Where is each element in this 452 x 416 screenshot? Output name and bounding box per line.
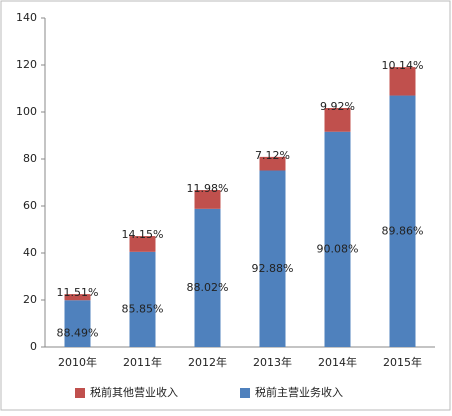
percent-label: 9.92%	[320, 100, 355, 113]
x-tick-label: 2013年	[253, 355, 292, 369]
bar-segment	[259, 170, 286, 347]
percent-label: 85.85%	[122, 302, 164, 315]
y-tick-label: 100	[16, 105, 37, 118]
x-tick-label: 2012年	[188, 355, 227, 369]
percent-label: 90.08%	[317, 242, 359, 255]
bar-segment	[324, 131, 351, 347]
bar-segment	[64, 294, 91, 301]
y-tick-label: 80	[23, 152, 37, 165]
y-tick-label: 120	[16, 58, 37, 71]
percent-label: 11.98%	[187, 182, 229, 195]
x-tick-label: 2011年	[123, 355, 162, 369]
x-tick-label: 2015年	[383, 355, 422, 369]
legend-swatch	[240, 388, 250, 398]
legend-label: 税前其他营业收入	[90, 385, 178, 399]
percent-label: 11.51%	[57, 286, 99, 299]
percent-label: 88.49%	[57, 327, 99, 340]
y-tick-label: 60	[23, 199, 37, 212]
bar-segment	[129, 236, 156, 252]
bar-segment	[324, 108, 351, 132]
bar-segment	[389, 67, 416, 96]
y-tick-label: 0	[30, 340, 37, 353]
x-tick-label: 2014年	[318, 355, 357, 369]
percent-label: 10.14%	[382, 59, 424, 72]
bar-segment	[389, 95, 416, 347]
percent-label: 88.02%	[187, 281, 229, 294]
percent-label: 7.12%	[255, 149, 290, 162]
percent-label: 89.86%	[382, 224, 424, 237]
bar-segment	[129, 251, 156, 347]
bar-segment	[194, 208, 221, 347]
y-tick-label: 140	[16, 11, 37, 24]
y-tick-label: 40	[23, 246, 37, 259]
percent-label: 92.88%	[252, 262, 294, 275]
bar-segment	[259, 156, 286, 171]
legend-swatch	[75, 388, 85, 398]
bar-segment	[64, 300, 91, 347]
y-tick-label: 20	[23, 293, 37, 306]
bar-segment	[194, 190, 221, 209]
legend-label: 税前主营业务收入	[255, 385, 343, 399]
percent-label: 14.15%	[122, 228, 164, 241]
x-tick-label: 2010年	[58, 355, 97, 369]
